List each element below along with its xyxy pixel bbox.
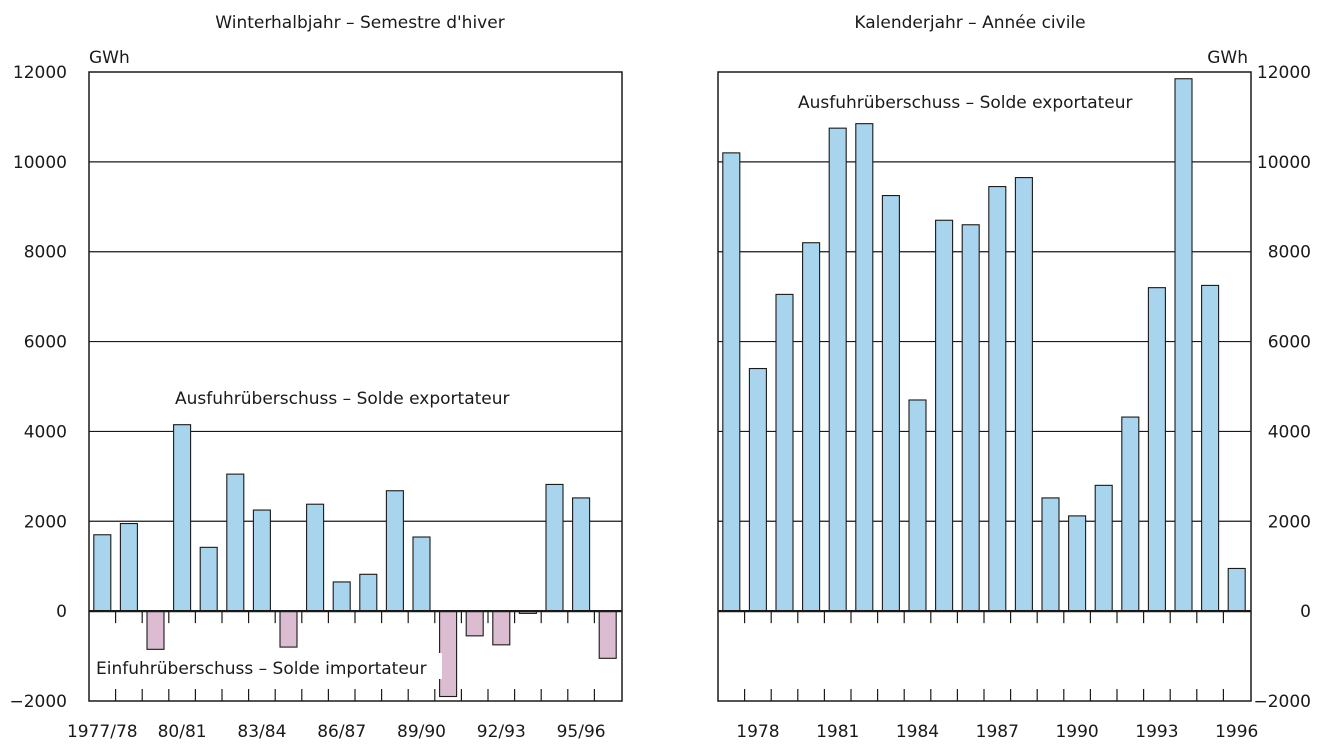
y-tick-label: 12000 xyxy=(1257,63,1311,83)
import-surplus-annotation: Einfuhrüberschuss – Solde importateur xyxy=(96,659,427,679)
y-tick-label: 10000 xyxy=(1257,153,1311,173)
bar-import xyxy=(279,610,298,648)
x-tick-label: 1993 xyxy=(1135,722,1178,742)
bar-export xyxy=(908,399,927,612)
x-tick-labels: 1978 1981 1984 1987 1990 1993 1996 xyxy=(736,722,1258,742)
bar-export xyxy=(1014,177,1033,612)
bar-export xyxy=(802,242,821,612)
x-tick-label: 80/81 xyxy=(158,722,207,742)
y-axis-unit: GWh xyxy=(89,48,130,68)
bar-export xyxy=(961,224,980,612)
calendar-year-chart: Kalenderjahr – Année civile GWh −2000 0 20… xyxy=(717,13,1311,742)
y-axis-unit: GWh xyxy=(1207,48,1248,68)
x-tick-label: 1977/78 xyxy=(67,722,138,742)
bar-export xyxy=(988,186,1007,612)
y-tick-label: 8000 xyxy=(1268,243,1311,263)
y-tick-label: 0 xyxy=(56,602,67,622)
bar-export xyxy=(1068,515,1087,612)
bar-export xyxy=(385,490,404,612)
bar-export xyxy=(1041,497,1060,612)
plot-frame xyxy=(88,71,623,702)
bar-export xyxy=(119,522,138,612)
y-tick-label: 6000 xyxy=(24,333,67,353)
bar-import xyxy=(465,610,484,637)
y-tick-label: −2000 xyxy=(1253,692,1311,712)
y-tick-label: 8000 xyxy=(24,243,67,263)
bar-import xyxy=(598,610,617,659)
gridlines xyxy=(718,161,1251,522)
bar-export xyxy=(1227,567,1246,612)
bars xyxy=(722,78,1246,612)
zero-axis xyxy=(89,610,622,701)
y-tick-label: 10000 xyxy=(13,153,67,173)
zero-axis xyxy=(718,610,1251,701)
y-tick-label: 2000 xyxy=(24,512,67,532)
x-tick-label: 83/84 xyxy=(237,722,286,742)
y-tick-label: 4000 xyxy=(24,422,67,442)
bar-export xyxy=(173,424,192,612)
bar-import xyxy=(439,610,458,698)
bar-export xyxy=(1201,284,1220,612)
bar-export xyxy=(545,483,564,612)
bar-export xyxy=(1174,78,1193,612)
export-surplus-annotation: Ausfuhrüberschuss – Solde exportateur xyxy=(175,389,510,409)
chart-title: Kalenderjahr – Année civile xyxy=(854,13,1085,33)
bar-export xyxy=(1094,484,1113,612)
y-tick-label: 2000 xyxy=(1268,512,1311,532)
bar-export xyxy=(332,581,351,612)
bar-export xyxy=(881,195,900,612)
y-tick-label: −2000 xyxy=(9,692,67,712)
x-tick-label: 1987 xyxy=(976,722,1019,742)
x-tick-label: 1978 xyxy=(736,722,779,742)
x-tick-label: 95/96 xyxy=(557,722,606,742)
x-tick-label: 1990 xyxy=(1055,722,1098,742)
bar-export xyxy=(572,497,591,612)
winter-half-year-chart: Winterhalbjahr – Semestre d'hiver GWh −2… xyxy=(9,13,623,742)
import-label-backdrop xyxy=(92,653,442,679)
gridlines xyxy=(89,161,622,522)
x-tick-label: 1981 xyxy=(816,722,859,742)
x-tick-label: 92/93 xyxy=(477,722,526,742)
x-tick-label: 1984 xyxy=(896,722,939,742)
export-surplus-annotation: Ausfuhrüberschuss – Solde exportateur xyxy=(798,93,1133,113)
bar-export xyxy=(935,219,954,612)
bar-export xyxy=(306,503,325,612)
x-tick-labels: 1977/78 80/81 83/84 86/87 89/90 92/93 95/96 xyxy=(67,722,606,742)
x-tick-label: 1996 xyxy=(1215,722,1258,742)
bar-export xyxy=(93,534,112,612)
x-tick-label: 86/87 xyxy=(317,722,366,742)
bar-import xyxy=(492,610,511,646)
bar-export xyxy=(775,293,794,612)
y-tick-label: 4000 xyxy=(1268,422,1311,442)
bar-export xyxy=(226,473,245,612)
bar-export xyxy=(199,546,218,612)
bar-export xyxy=(722,152,741,612)
bar-import xyxy=(146,610,165,650)
bar-export xyxy=(828,127,847,612)
y-tick-label: 6000 xyxy=(1268,333,1311,353)
y-tick-label: 0 xyxy=(1300,602,1311,622)
y-tick-labels: −2000 0 2000 4000 6000 8000 10000 12000 xyxy=(1253,63,1311,712)
bar-export xyxy=(748,367,767,612)
bar-export xyxy=(1147,287,1166,612)
y-tick-label: 12000 xyxy=(13,63,67,83)
y-tick-labels: −2000 0 2000 4000 6000 8000 10000 12000 xyxy=(9,63,67,712)
bar-export xyxy=(855,123,874,612)
bar-export xyxy=(252,509,271,612)
bar-export xyxy=(359,573,378,612)
bar-export xyxy=(1121,416,1140,612)
chart-title: Winterhalbjahr – Semestre d'hiver xyxy=(215,13,504,33)
bar-export xyxy=(412,536,431,612)
x-tick-label: 89/90 xyxy=(397,722,446,742)
plot-frame xyxy=(717,71,1252,702)
